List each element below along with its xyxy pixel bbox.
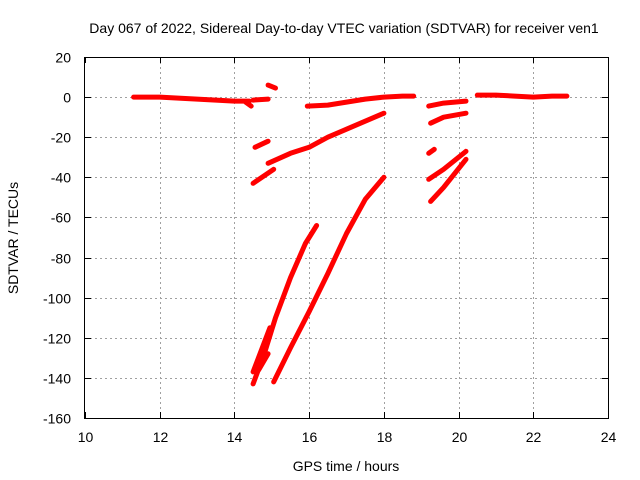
data-segment	[243, 99, 254, 109]
data-segment	[265, 82, 278, 91]
data-segment	[271, 174, 387, 385]
x-tick-label: 16	[302, 429, 318, 445]
data-segment	[250, 325, 273, 375]
data-segment	[304, 93, 417, 109]
x-axis: 10 12 14 16 18 20 22 24	[78, 57, 617, 445]
x-tick-label: 20	[452, 429, 468, 445]
y-axis-label: SDTVAR / TECUs	[5, 182, 21, 294]
data-segment	[250, 166, 277, 186]
chart-title: Day 067 of 2022, Sidereal Day-to-day VTE…	[89, 20, 599, 36]
data-marks	[131, 82, 570, 387]
data-segment	[265, 110, 387, 166]
data-segment	[250, 96, 271, 103]
y-axis: 20 0 -20 -40 -60 -80 -100 -120 -140 -160	[43, 50, 608, 427]
data-segment	[256, 351, 271, 373]
data-segment	[426, 148, 469, 182]
y-tick-label: -160	[43, 411, 71, 427]
y-tick-label: -100	[43, 291, 71, 307]
y-tick-label: -140	[43, 371, 71, 387]
data-segment	[428, 110, 469, 126]
y-tick-label: -60	[51, 210, 71, 226]
plot-frame	[84, 57, 609, 419]
data-segment	[252, 138, 271, 150]
x-axis-label: GPS time / hours	[293, 458, 400, 474]
x-tick-label: 22	[526, 429, 542, 445]
x-tick-label: 10	[78, 429, 94, 445]
y-tick-label: -120	[43, 331, 71, 347]
grid	[85, 57, 608, 418]
y-tick-label: -20	[51, 130, 71, 146]
y-tick-label: 20	[55, 50, 71, 66]
x-tick-label: 18	[377, 429, 393, 445]
data-segment	[131, 94, 252, 104]
data-segment	[474, 92, 570, 100]
x-tick-label: 12	[153, 429, 169, 445]
data-segment	[428, 156, 469, 204]
data-segment	[426, 146, 437, 156]
data-segment	[426, 98, 469, 109]
y-tick-label: -80	[51, 251, 71, 267]
y-tick-label: 0	[63, 90, 71, 106]
x-tick-label: 14	[227, 429, 243, 445]
x-tick-label: 24	[601, 429, 617, 445]
y-tick-label: -40	[51, 170, 71, 186]
